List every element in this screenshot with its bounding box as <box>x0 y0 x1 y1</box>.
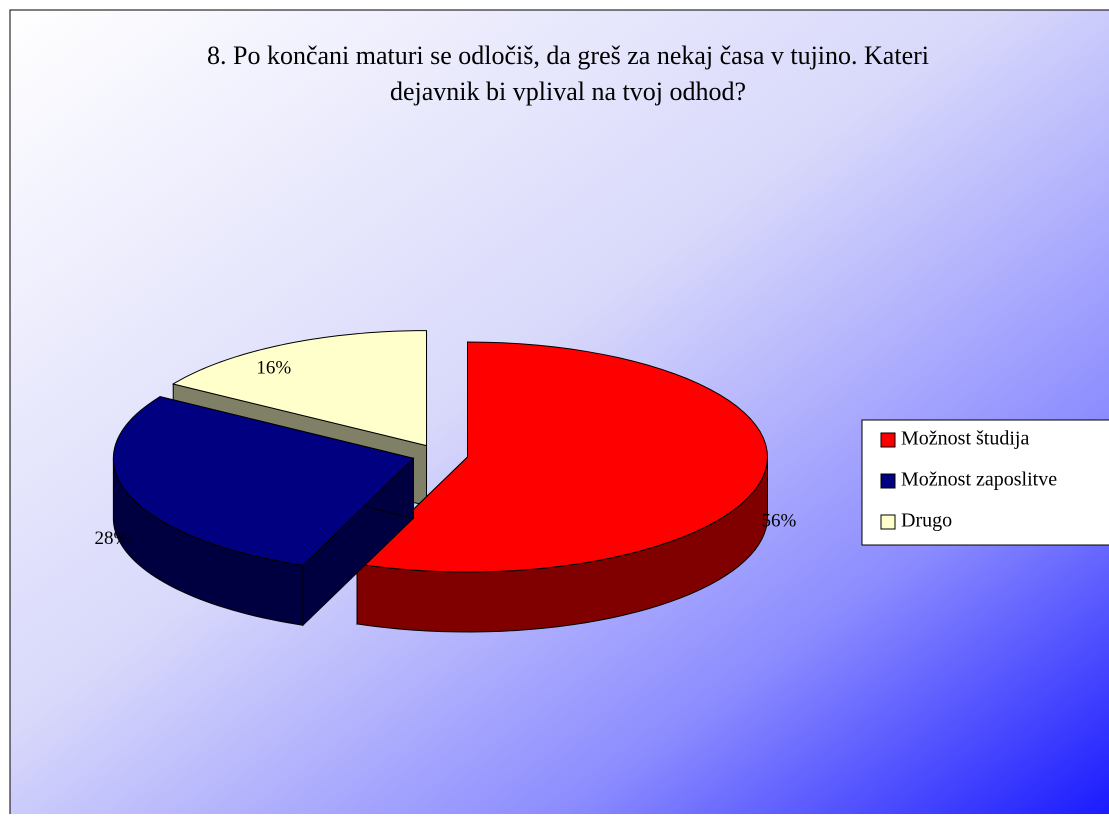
legend-swatch <box>880 473 896 489</box>
chart-title: dejavnik bi vplival na tvoj odhod? <box>390 77 746 106</box>
slice-top <box>355 341 768 573</box>
legend-label: Drugo <box>901 510 952 532</box>
legend-swatch <box>880 432 896 448</box>
legend-label: Možnost zaposlitve <box>901 469 1057 491</box>
data-label: 16% <box>256 357 291 378</box>
legend <box>861 419 1109 546</box>
legend-swatch <box>880 514 896 530</box>
pie-slice <box>112 396 415 627</box>
chart-title: 8. Po končani maturi se odločiš, da greš… <box>207 41 929 70</box>
slice-top <box>112 396 415 566</box>
data-label: 28% <box>94 528 129 549</box>
pie-slice <box>355 341 769 633</box>
data-label: 56% <box>761 510 796 531</box>
legend-label: Možnost študija <box>901 428 1029 450</box>
slice-top <box>171 330 428 447</box>
